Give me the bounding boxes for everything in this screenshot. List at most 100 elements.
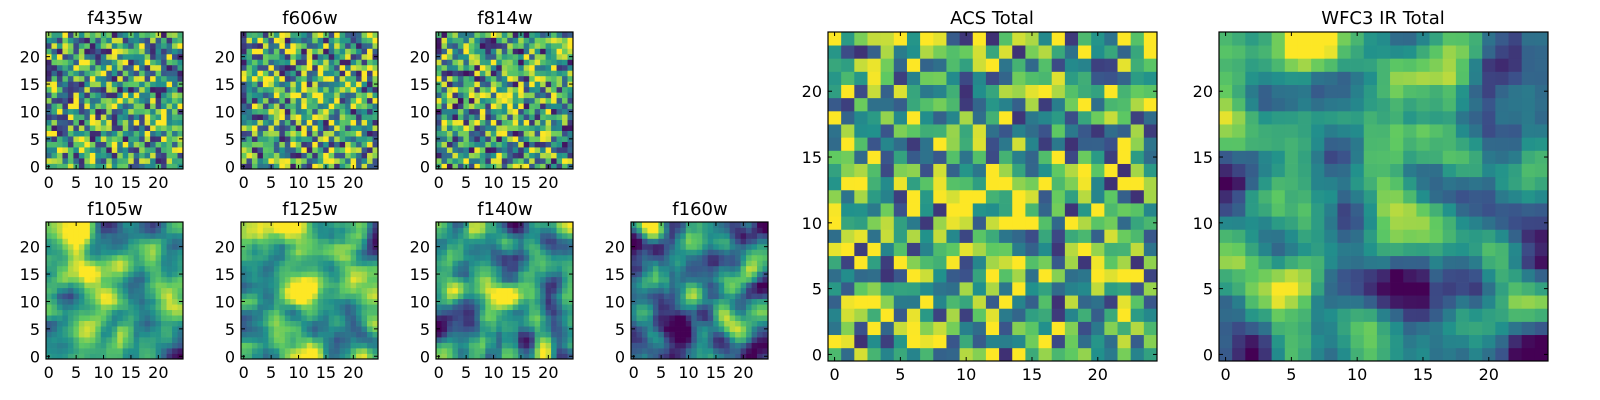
heatmap-cell: [1104, 163, 1118, 178]
heatmap-cell: [551, 53, 557, 60]
heatmap-cell: [436, 86, 442, 93]
heatmap-cell: [567, 254, 574, 261]
heatmap-cell: [251, 227, 258, 234]
heatmap-cell: [295, 152, 302, 159]
heatmap-cell: [172, 48, 178, 55]
heatmap-cell: [457, 304, 464, 311]
heatmap-cell: [133, 37, 140, 44]
heatmap-cell: [641, 232, 648, 239]
heatmap-cell: [56, 298, 63, 305]
heatmap-cell: [345, 276, 351, 283]
heatmap-cell: [67, 243, 74, 250]
heatmap-cell: [106, 271, 113, 278]
heatmap-cell: [468, 271, 475, 278]
heatmap-cell: [306, 243, 313, 250]
heatmap-cell: [507, 265, 514, 272]
heatmap-cell: [312, 243, 319, 250]
heatmap-cell: [334, 48, 340, 55]
heatmap-cell: [317, 238, 324, 245]
heatmap-cell: [73, 265, 80, 272]
heatmap-cell: [518, 119, 525, 126]
heatmap-cell: [161, 232, 167, 239]
heatmap-cell: [893, 189, 908, 204]
heatmap-cell: [529, 298, 535, 305]
heatmap-cell: [636, 282, 643, 289]
heatmap-cell: [567, 86, 574, 93]
heatmap-cell: [361, 337, 368, 343]
heatmap-cell: [518, 92, 525, 99]
heatmap-cell: [906, 229, 921, 243]
heatmap-cell: [133, 282, 140, 289]
heatmap-cell: [523, 326, 530, 332]
heatmap-cell: [312, 86, 319, 93]
heatmap-cell: [106, 158, 113, 164]
heatmap-cell: [534, 48, 541, 55]
heatmap-cell: [496, 86, 503, 93]
heatmap-cell: [295, 103, 302, 110]
heatmap-cell: [674, 260, 681, 267]
heatmap-cell: [172, 276, 178, 283]
heatmap-cell: [867, 189, 881, 204]
heatmap-cell: [241, 293, 247, 300]
heatmap-cell: [556, 147, 563, 153]
heatmap-cell: [172, 342, 178, 349]
heatmap-cell: [56, 293, 63, 300]
heatmap-cell: [95, 92, 102, 99]
heatmap-cell: [1091, 282, 1105, 296]
heatmap-cell: [680, 276, 687, 283]
heatmap-cell: [707, 342, 714, 349]
heatmap-cell: [463, 53, 470, 60]
heatmap-cell: [284, 260, 291, 267]
heatmap-cell: [523, 32, 530, 38]
heatmap-cell: [155, 282, 162, 289]
heatmap-cell: [241, 42, 247, 49]
heatmap-cell: [273, 114, 280, 121]
heatmap-cell: [106, 249, 113, 256]
heatmap-cell: [507, 64, 514, 71]
heatmap-cell: [746, 238, 752, 245]
heatmap-cell: [446, 75, 453, 82]
heatmap-cell: [139, 136, 145, 142]
heatmap-cell: [436, 342, 442, 349]
heatmap-cell: [507, 108, 514, 115]
heatmap-cell: [452, 136, 459, 142]
heatmap-cell: [111, 331, 118, 338]
heatmap-cell: [946, 282, 960, 296]
heatmap-cell: [150, 254, 156, 261]
heatmap-cell: [468, 260, 475, 267]
heatmap-cell: [78, 70, 85, 77]
heatmap-cell: [446, 92, 453, 99]
heatmap-cell: [128, 309, 135, 316]
heatmap-cell: [1025, 163, 1039, 178]
heatmap-cell: [518, 114, 525, 121]
heatmap-cell: [490, 315, 497, 321]
heatmap-cell: [317, 37, 324, 44]
heatmap-cell: [740, 298, 747, 305]
heatmap-cell: [474, 227, 481, 234]
heatmap-cell: [496, 108, 503, 115]
heatmap-cell: [128, 136, 135, 142]
heatmap-cell: [507, 249, 514, 256]
heatmap-cell: [257, 42, 264, 49]
heatmap-cell: [523, 243, 530, 250]
heatmap-cell: [161, 37, 167, 44]
heatmap-cell: [718, 331, 725, 338]
heatmap-cell: [361, 222, 368, 228]
heatmap-cell: [735, 227, 741, 234]
heatmap-cell: [507, 147, 514, 153]
heatmap-cell: [361, 320, 368, 327]
heatmap-cell: [529, 309, 535, 316]
heatmap-cell: [78, 249, 85, 256]
heatmap-cell: [562, 136, 568, 142]
heatmap-cell: [446, 326, 453, 332]
heatmap-cell: [545, 320, 552, 327]
heatmap-cell: [150, 260, 156, 267]
heatmap-cell: [339, 114, 346, 121]
heatmap-cell: [1012, 268, 1026, 283]
heatmap-cell: [485, 309, 492, 316]
heatmap-cell: [691, 260, 698, 267]
heatmap-cell: [161, 147, 167, 153]
heatmap-cell: [166, 37, 173, 44]
heatmap-cell: [652, 227, 659, 234]
